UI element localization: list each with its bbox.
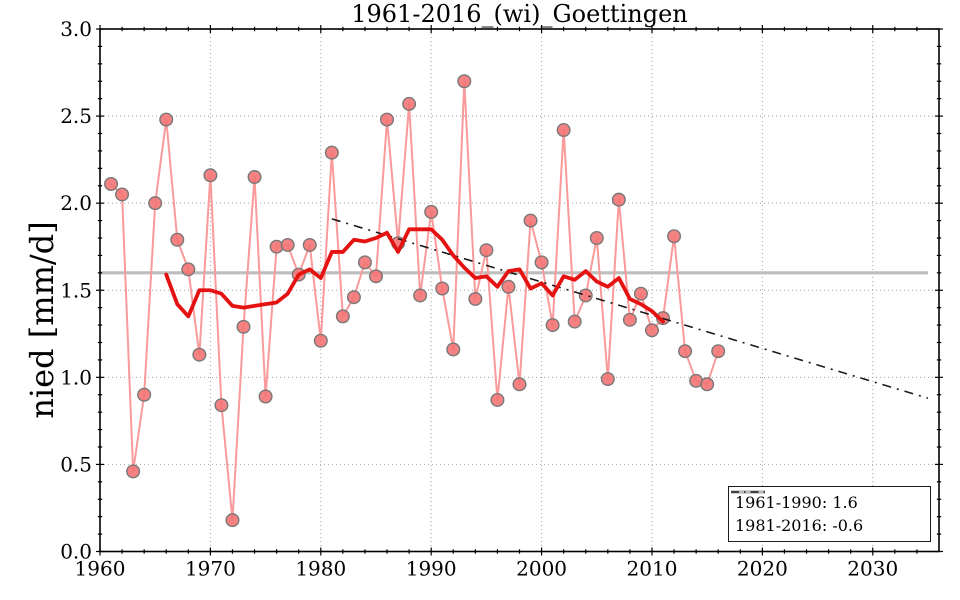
x-tick-label: 2000 — [516, 557, 567, 581]
data-point-marker — [534, 255, 549, 270]
data-point-marker — [247, 170, 262, 185]
data-point-marker — [490, 392, 505, 407]
y-tick-label: 1.0 — [60, 365, 92, 389]
y-tick-label: 0.5 — [60, 452, 92, 476]
data-point-marker — [424, 204, 439, 219]
data-point-marker — [126, 464, 141, 479]
y-tick-label: 2.0 — [60, 191, 92, 215]
annual-series-markers — [104, 74, 726, 528]
data-point-marker — [258, 389, 273, 404]
data-point-marker — [578, 288, 593, 303]
legend-label-reference: 1961-1990: 1.6 — [735, 493, 858, 512]
y-tick-label: 3.0 — [60, 17, 92, 41]
data-point-marker — [302, 237, 317, 252]
x-tick-label: 2010 — [627, 557, 678, 581]
data-point-marker — [402, 96, 417, 111]
data-point-marker — [545, 318, 560, 333]
data-point-marker — [357, 255, 372, 270]
data-point-marker — [457, 74, 472, 89]
data-point-marker — [148, 196, 163, 211]
data-point-marker — [523, 213, 538, 228]
data-point-marker — [622, 312, 637, 327]
data-point-marker — [280, 237, 295, 252]
data-point-marker — [214, 398, 229, 413]
data-point-marker — [667, 229, 682, 244]
data-point-marker — [479, 243, 494, 258]
data-point-marker — [346, 290, 361, 305]
x-tick-label: 1960 — [75, 557, 126, 581]
data-point-marker — [589, 230, 604, 245]
data-point-marker — [380, 112, 395, 127]
axis-ticks — [96, 25, 943, 556]
data-point-marker — [170, 232, 185, 247]
data-point-marker — [115, 187, 130, 202]
trend-line — [331, 218, 929, 399]
data-point-marker — [225, 513, 240, 528]
data-point-marker — [446, 342, 461, 357]
axes-spines — [99, 28, 940, 553]
data-point-marker — [435, 281, 450, 296]
data-point-marker — [137, 387, 152, 402]
data-point-marker — [711, 344, 726, 359]
data-point-marker — [633, 286, 648, 301]
legend-label-trend: 1981-2016: -0.6 — [735, 516, 864, 535]
chart-title: 1961-2016_(wi)_Goettingen — [351, 0, 688, 28]
x-tick-labels: 1960 1970 1980 1990 2000 2010 2020 2030 — [75, 557, 899, 581]
data-point-marker — [192, 347, 207, 362]
data-point-marker — [313, 333, 328, 348]
y-axis-label: nied [mm/d] — [23, 221, 61, 419]
data-point-marker — [501, 279, 516, 294]
data-point-marker — [468, 291, 483, 306]
x-tick-label: 1990 — [406, 557, 457, 581]
x-tick-label: 2030 — [847, 557, 898, 581]
data-point-marker — [611, 192, 626, 207]
annual-series-line — [110, 80, 720, 522]
data-point-marker — [512, 377, 527, 392]
grid-lines — [99, 28, 939, 552]
data-point-marker — [324, 145, 339, 160]
x-tick-label: 2020 — [737, 557, 788, 581]
smoothed-series-line — [164, 227, 665, 324]
data-point-marker — [413, 288, 428, 303]
data-point-marker — [335, 309, 350, 324]
legend-item-trend: 1981-2016: -0.6 — [731, 491, 924, 535]
x-tick-label: 1970 — [185, 557, 236, 581]
data-point-marker — [678, 344, 693, 359]
data-point-marker — [556, 123, 571, 138]
x-tick-label: 1980 — [295, 557, 346, 581]
y-tick-label: 1.5 — [60, 278, 92, 302]
data-point-marker — [104, 177, 119, 192]
data-point-marker — [159, 112, 174, 127]
data-point-marker — [567, 314, 582, 329]
data-point-marker — [644, 323, 659, 338]
y-tick-label: 0.0 — [60, 540, 92, 564]
data-point-marker — [600, 372, 615, 387]
data-point-marker — [700, 377, 715, 392]
y-tick-labels: 0.0 0.5 1.0 1.5 2.0 2.5 3.0 — [60, 17, 92, 564]
y-tick-label: 2.5 — [60, 104, 92, 128]
data-point-marker — [368, 269, 383, 284]
trend-line-swatch — [731, 491, 765, 493]
data-point-marker — [236, 319, 251, 334]
data-point-marker — [203, 168, 218, 183]
data-point-marker — [181, 262, 196, 277]
legend: 1961-1990: 1.6 1981-2016: -0.6 — [728, 486, 931, 542]
